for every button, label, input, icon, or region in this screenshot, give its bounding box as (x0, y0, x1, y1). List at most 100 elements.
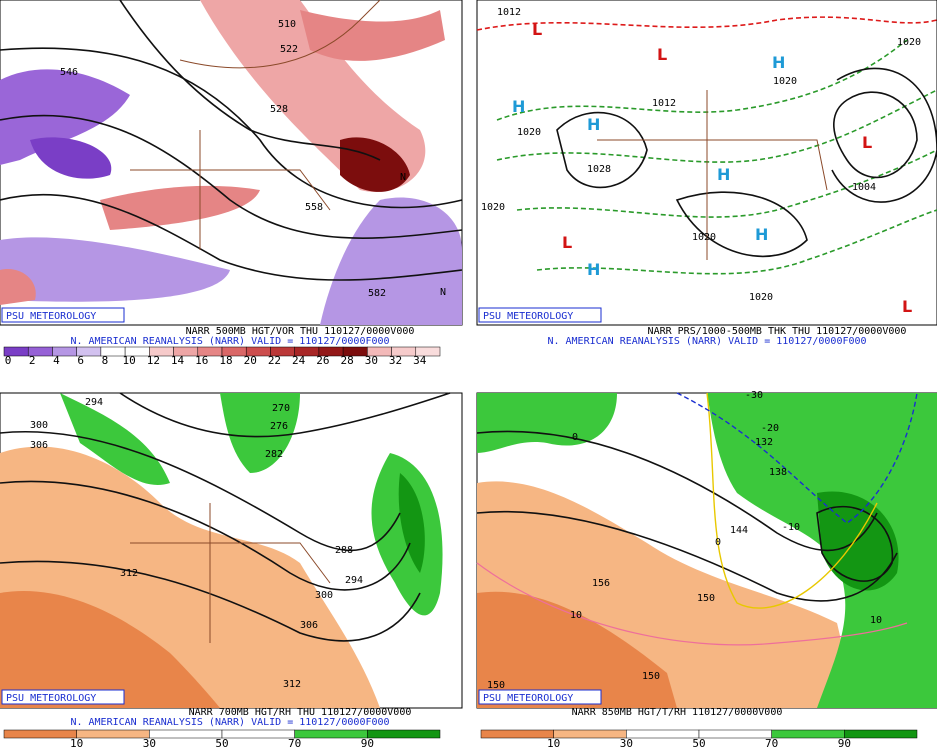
colorbar-label: 90 (838, 737, 851, 750)
colorbar-label: 8 (102, 354, 109, 367)
contour-label: 1004 (852, 182, 876, 193)
contour (833, 91, 918, 179)
contour-label: 150 (642, 671, 660, 682)
badge: PSU METEOROLOGY (483, 693, 573, 704)
contour-label: 1020 (773, 76, 797, 87)
contour-label: 1020 (749, 292, 773, 303)
panel: -30 -20 -10 0 0 10 10 132 138 144 150 15… (476, 390, 937, 750)
colorbar-label: 24 (292, 354, 306, 367)
contour (0, 430, 401, 552)
contour-label: 144 (730, 525, 748, 536)
vort-area (100, 185, 260, 230)
panel: 294 300 306 270 276 282 288 294 300 306 … (0, 392, 463, 750)
rh-area (220, 393, 300, 473)
contour-label: 1028 (587, 164, 611, 175)
colorbar-label: 22 (268, 354, 281, 367)
contour (0, 47, 463, 209)
contour (119, 0, 381, 161)
caption: NARR 850MB HGT/T/RH 110127/0000V000 (572, 707, 783, 718)
colorbar-label: 32 (389, 354, 402, 367)
colorbar-label: 10 (547, 737, 560, 750)
colorbar: 0 2 4 6 8 10 12 14 16 18 20 22 24 26 28 30 32 34 (3, 346, 441, 367)
contour-label: 138 (769, 467, 787, 478)
isotherm-label: -10 (782, 522, 800, 533)
contour-label: 528 (270, 104, 288, 115)
contour-label: 288 (335, 545, 353, 556)
contour-label: N (440, 287, 446, 298)
colorbar-label: 10 (122, 354, 135, 367)
colorbar-label: 30 (365, 354, 378, 367)
vort-area (300, 10, 445, 61)
colorbar-swatch (771, 729, 845, 739)
isotherm-label: 10 (870, 615, 882, 626)
low-marker: L (562, 233, 572, 252)
contour-label: 156 (592, 578, 610, 589)
high-marker: H (587, 115, 600, 134)
rh-area (477, 591, 677, 708)
caption: N. AMERICAN REANALYSIS (NARR) VALID = 11… (70, 336, 389, 347)
high-marker: H (587, 260, 600, 279)
contour-label: 132 (755, 437, 773, 448)
colorbar-label: 16 (195, 354, 208, 367)
contour (0, 560, 421, 642)
isotherm-label: -20 (761, 423, 779, 434)
colorbar-swatch (626, 729, 700, 739)
rh-area (477, 393, 617, 453)
contour (476, 510, 898, 602)
badge: PSU METEOROLOGY (6, 693, 96, 704)
rh-area (0, 591, 220, 708)
colorbar-label: 6 (77, 354, 84, 367)
badge: PSU METEOROLOGY (6, 311, 96, 322)
contour-label: 1020 (517, 127, 541, 138)
contour-label: 300 (30, 420, 48, 431)
contour (0, 114, 463, 239)
high-marker: H (772, 53, 785, 72)
contour-label: 1012 (497, 7, 521, 18)
colorbar-swatch (3, 729, 77, 739)
low-marker: L (657, 45, 667, 64)
colorbar-label: 70 (765, 737, 778, 750)
badge-box (1, 689, 125, 705)
high-marker: H (512, 97, 525, 116)
contour (496, 39, 908, 121)
colorbar-label: 70 (288, 737, 301, 750)
isotherm-label: 10 (570, 610, 582, 621)
contour-label: 306 (30, 440, 48, 451)
colorbar-swatch (698, 729, 772, 739)
vort-area (0, 237, 230, 302)
badge-box (478, 307, 602, 323)
rh-area (817, 491, 899, 591)
colorbar-label: 30 (620, 737, 633, 750)
caption: NARR 700MB HGT/RH THU 110127/0000V000 (189, 707, 412, 718)
border (130, 130, 331, 250)
colorbar-label: 4 (53, 354, 60, 367)
contour-label: 306 (300, 620, 318, 631)
contour-label: 1020 (481, 202, 505, 213)
contour-label: 270 (272, 403, 290, 414)
contour (119, 392, 451, 438)
contour-label: 522 (280, 44, 298, 55)
contour-label: 1020 (897, 37, 921, 48)
contour-label: 1020 (692, 232, 716, 243)
contour-label: 558 (305, 202, 323, 213)
contour-label: 294 (85, 397, 103, 408)
contour (556, 111, 648, 189)
colorbar-label: 12 (147, 354, 160, 367)
isotherm (476, 562, 908, 646)
contour (496, 89, 937, 163)
contour (536, 209, 937, 275)
colorbar-label: 50 (692, 737, 705, 750)
contour (0, 480, 411, 591)
badge-box (1, 307, 125, 323)
colorbar-swatch (367, 729, 441, 739)
colorbar-label: 14 (171, 354, 185, 367)
contour-label: 546 (60, 67, 78, 78)
contour (476, 16, 937, 31)
isotherm-label: 0 (715, 537, 721, 548)
caption: N. AMERICAN REANALYSIS (NARR) VALID = 11… (70, 717, 389, 728)
colorbar-label: 34 (413, 354, 427, 367)
panel: 510 522 528 546 558 582 N N PSU METEOROL… (0, 0, 463, 367)
contour-label: N (400, 172, 406, 183)
vort-area (320, 197, 462, 325)
low-marker: L (862, 133, 872, 152)
